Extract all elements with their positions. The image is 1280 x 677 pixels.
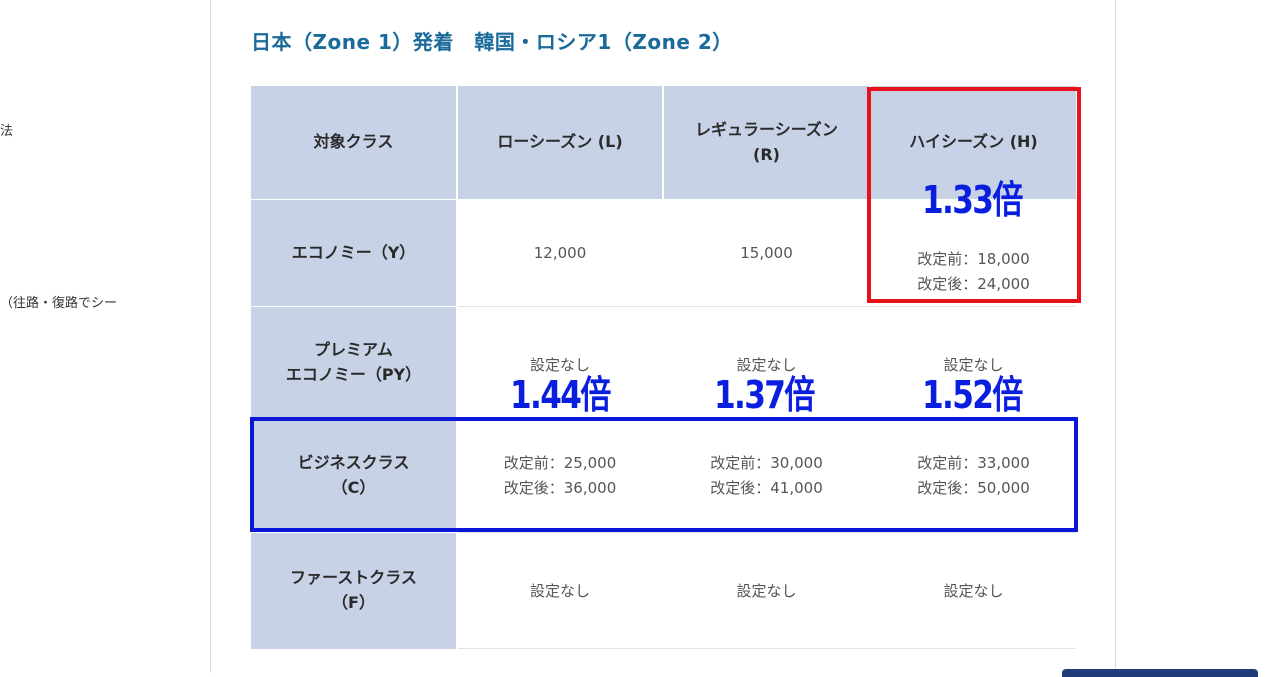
header-separator [251, 199, 456, 200]
floating-widget-tab[interactable] [1062, 669, 1258, 677]
row-header-economy: エコノミー（Y） [251, 200, 456, 306]
left-sidebar: 法 （往路・復路でシー [0, 0, 210, 673]
ratio-label-economy-high: 1.33倍 [921, 178, 1023, 222]
cell-business-high: 改定前：33,000 改定後：50,000 [871, 420, 1076, 532]
cell-economy-high: 改定前：18,000 改定後：24,000 [871, 200, 1076, 306]
row-divider [458, 306, 1076, 307]
row-header-first: ファーストクラス （F） [251, 533, 456, 649]
row-header-separator [251, 532, 456, 533]
cell-business-regular: 改定前：30,000 改定後：41,000 [664, 420, 869, 532]
ratio-label-business-high: 1.52倍 [921, 373, 1023, 417]
sidebar-text-fragment[interactable]: 法 [0, 124, 14, 139]
cell-first-low: 設定なし [458, 533, 662, 649]
cell-first-high: 設定なし [871, 533, 1076, 649]
cell-economy-regular: 15,000 [664, 200, 869, 306]
cell-economy-low: 12,000 [458, 200, 662, 306]
row-header-business: ビジネスクラス （C） [251, 420, 456, 532]
row-header-premium-economy: プレミアム エコノミー（PY） [251, 307, 456, 419]
ratio-label-business-regular: 1.37倍 [713, 373, 815, 417]
row-divider [458, 532, 1076, 533]
cell-premium-regular: 設定なし [664, 307, 869, 419]
cell-first-regular: 設定なし [664, 533, 869, 649]
fare-table: 対象クラス ローシーズン (L) レギュラーシーズン (R) ハイシーズン (H… [250, 86, 1081, 649]
sidebar-text-fragment[interactable]: （往路・復路でシー [0, 296, 118, 311]
row-header-separator [251, 306, 456, 307]
content-panel: 日本（Zone 1）発着 韓国・ロシア1（Zone 2） 対象クラス ローシーズ… [210, 0, 1116, 673]
column-header-low-season: ローシーズン (L) [458, 86, 662, 199]
ratio-label-business-low: 1.44倍 [509, 373, 611, 417]
cell-premium-high: 設定なし [871, 307, 1076, 419]
row-header-separator [251, 419, 456, 420]
column-header-regular-season: レギュラーシーズン (R) [664, 86, 869, 199]
cell-premium-low: 設定なし [458, 307, 662, 419]
column-header-class: 対象クラス [251, 86, 456, 199]
table-bottom-border [458, 648, 1076, 649]
section-title: 日本（Zone 1）発着 韓国・ロシア1（Zone 2） [251, 30, 733, 54]
column-header-high-season: ハイシーズン (H) [871, 86, 1076, 199]
cell-business-low: 改定前：25,000 改定後：36,000 [458, 420, 662, 532]
